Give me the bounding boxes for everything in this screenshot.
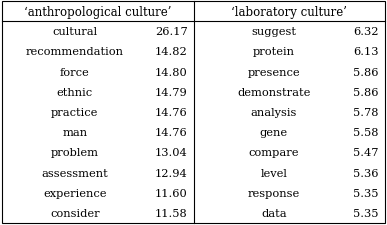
Text: 5.35: 5.35	[353, 188, 379, 198]
Text: ethnic: ethnic	[57, 88, 93, 97]
Text: recommendation: recommendation	[26, 47, 124, 57]
Text: demonstrate: demonstrate	[237, 88, 311, 97]
Text: 6.32: 6.32	[353, 27, 379, 37]
Text: 5.86: 5.86	[353, 88, 379, 97]
Text: presence: presence	[248, 67, 300, 77]
Text: gene: gene	[260, 128, 288, 137]
Text: 5.86: 5.86	[353, 67, 379, 77]
Text: 11.60: 11.60	[155, 188, 187, 198]
Text: data: data	[261, 208, 287, 218]
Text: force: force	[60, 67, 90, 77]
Text: cultural: cultural	[52, 27, 98, 37]
Text: man: man	[62, 128, 87, 137]
Text: 5.58: 5.58	[353, 128, 379, 137]
Text: suggest: suggest	[252, 27, 296, 37]
Text: 11.58: 11.58	[155, 208, 187, 218]
Text: practice: practice	[51, 108, 98, 117]
Text: 14.76: 14.76	[155, 108, 187, 117]
Text: compare: compare	[249, 148, 299, 158]
Text: consider: consider	[50, 208, 99, 218]
Text: 14.76: 14.76	[155, 128, 187, 137]
Text: level: level	[260, 168, 288, 178]
Text: experience: experience	[43, 188, 106, 198]
Text: ‘laboratory culture’: ‘laboratory culture’	[231, 6, 347, 18]
Text: 14.79: 14.79	[155, 88, 187, 97]
Text: response: response	[248, 188, 300, 198]
Text: problem: problem	[51, 148, 99, 158]
Text: 5.47: 5.47	[353, 148, 379, 158]
Text: assessment: assessment	[41, 168, 108, 178]
Text: analysis: analysis	[251, 108, 297, 117]
Text: 12.94: 12.94	[155, 168, 187, 178]
Text: 5.36: 5.36	[353, 168, 379, 178]
Text: protein: protein	[253, 47, 295, 57]
Text: 13.04: 13.04	[155, 148, 187, 158]
Text: ‘anthropological culture’: ‘anthropological culture’	[24, 6, 171, 18]
Text: 26.17: 26.17	[155, 27, 187, 37]
Text: 5.35: 5.35	[353, 208, 379, 218]
Text: 14.82: 14.82	[155, 47, 187, 57]
Text: 6.13: 6.13	[353, 47, 379, 57]
Text: 14.80: 14.80	[155, 67, 187, 77]
Text: 5.78: 5.78	[353, 108, 379, 117]
